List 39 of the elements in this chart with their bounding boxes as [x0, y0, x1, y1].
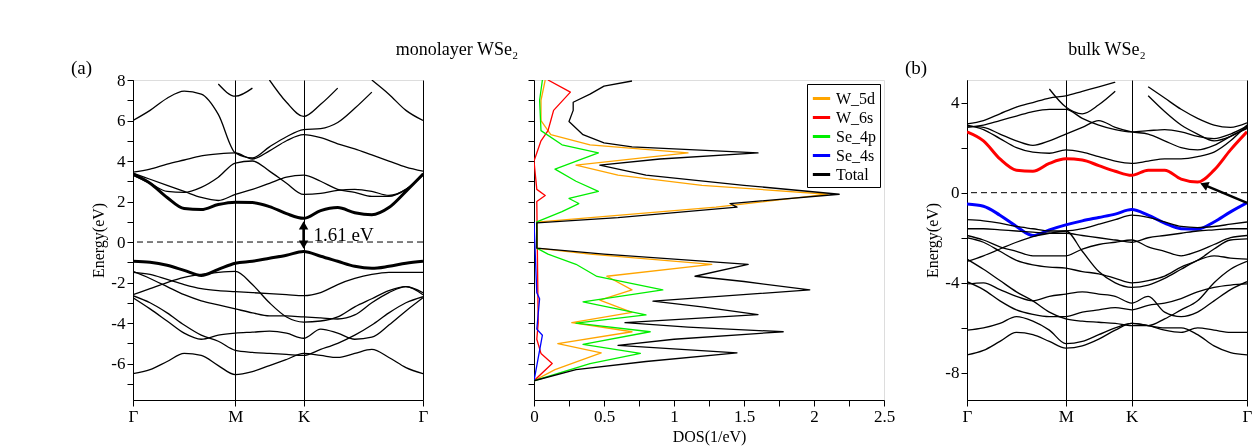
x-tick-label: 2.5: [873, 406, 896, 426]
legend-label: W_5d: [836, 89, 876, 107]
text: (a): [71, 57, 93, 79]
y-tick-label: -4: [111, 313, 126, 333]
x-tick-label: Γ: [418, 406, 429, 426]
y-tick-label: 6: [117, 111, 126, 131]
y-axis-title: Energy(eV): [90, 202, 109, 279]
x-tick-label: 1.5: [733, 406, 756, 426]
x-tick-label: M: [1058, 406, 1074, 426]
legend-label: Se_4p: [836, 127, 876, 146]
x-tick-label: Γ: [128, 406, 139, 426]
legend-label: W_6s: [836, 108, 874, 126]
chart-title: bulk WSe₂: [1068, 39, 1146, 59]
x-axis-title: DOS(1/eV): [672, 427, 747, 446]
y-tick-label: 4: [951, 93, 960, 113]
legend-label: Total: [836, 165, 870, 183]
y-tick-label: 0: [117, 232, 126, 252]
x-tick-label: K: [297, 406, 311, 426]
x-tick-label: K: [1126, 406, 1140, 426]
chart-title: monolayer WSe₂: [395, 39, 519, 59]
y-tick-label: -2: [111, 273, 126, 293]
y-tick-label: 0: [951, 183, 960, 203]
y-tick-label: -6: [111, 354, 126, 374]
text: (b): [905, 57, 928, 79]
x-tick-label: 0.5: [593, 406, 616, 426]
x-tick-label: Γ: [962, 406, 973, 426]
y-tick-label: -4: [945, 273, 960, 293]
legend-label: Se_4s: [836, 146, 875, 164]
y-tick-label: -8: [945, 363, 960, 383]
x-tick-label: 1: [670, 406, 679, 426]
y-axis-title: Energy(eV): [924, 202, 943, 279]
y-tick-label: 2: [117, 192, 126, 212]
x-tick-label: 2: [810, 406, 819, 426]
y-tick-label: 4: [117, 151, 126, 171]
y-tick-label: 8: [117, 70, 126, 90]
x-tick-label: M: [228, 406, 244, 426]
annotation: 1.61 eV: [313, 223, 375, 245]
x-tick-label: Γ: [1242, 406, 1253, 426]
x-tick-label: 0: [530, 406, 539, 426]
